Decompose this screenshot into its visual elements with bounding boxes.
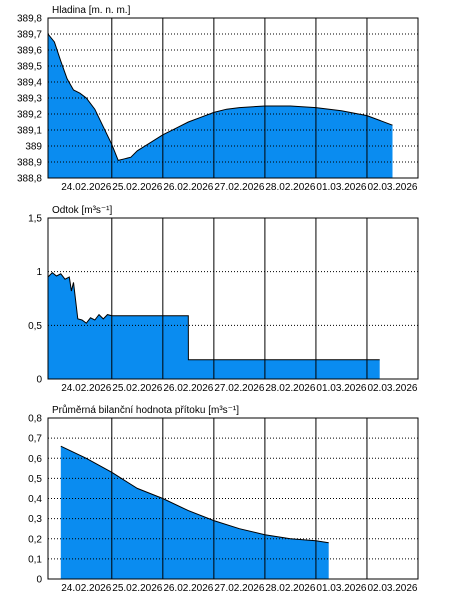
x-tick-label: 28.02.2026: [265, 383, 315, 394]
series-line: [47, 272, 380, 361]
plot-frame: [47, 17, 419, 179]
x-tick-label: 24.02.2026: [61, 383, 111, 394]
x-tick-label: 26.02.2026: [163, 583, 213, 594]
x-tick-label: 27.02.2026: [214, 383, 264, 394]
y-tick-label: 0,5: [28, 321, 42, 332]
y-tick-label: 389,4: [17, 78, 42, 89]
x-tick-label: 24.02.2026: [61, 182, 111, 193]
y-tick-label: 0: [36, 575, 42, 586]
y-tick-label: 389,6: [17, 46, 42, 57]
y-tick-label: 0: [36, 375, 42, 386]
x-tick-label: 28.02.2026: [265, 583, 315, 594]
y-tick-label: 1: [36, 267, 42, 278]
chart-title: Odtok [m³s⁻¹]: [52, 205, 113, 216]
y-tick-label: 388,9: [17, 158, 42, 169]
series-area: [60, 446, 329, 579]
y-tick-label: 0,3: [28, 514, 42, 525]
series-area: [48, 272, 380, 379]
y-tick-label: 389,8: [17, 14, 42, 25]
plot-frame: [47, 217, 419, 380]
y-tick-label: 0,6: [28, 454, 42, 465]
x-tick-label: 27.02.2026: [214, 583, 264, 594]
chart-title: Hladina [m. n. m.]: [52, 5, 131, 16]
x-tick-label: 01.03.2026: [316, 182, 366, 193]
x-tick-label: 02.03.2026: [367, 583, 417, 594]
x-tick-label: 28.02.2026: [265, 182, 315, 193]
y-tick-label: 389,1: [17, 126, 42, 137]
y-tick-label: 0,2: [28, 534, 42, 545]
y-tick-label: 0,4: [28, 494, 42, 505]
y-tick-label: 0,1: [28, 554, 42, 565]
x-tick-label: 24.02.2026: [61, 583, 111, 594]
x-tick-label: 26.02.2026: [163, 383, 213, 394]
chart-panel-1: Hladina [m. n. m.] 388,8 388,9 389 389,1 389,…: [17, 5, 419, 193]
y-tick-label: 0,7: [28, 434, 42, 445]
series-line: [47, 33, 393, 161]
x-tick-label: 25.02.2026: [112, 583, 162, 594]
y-tick-label: 0,5: [28, 474, 42, 485]
x-tick-label: 26.02.2026: [163, 182, 213, 193]
x-tick-label: 02.03.2026: [367, 383, 417, 394]
x-tick-label: 25.02.2026: [112, 383, 162, 394]
y-tick-label: 0,8: [28, 414, 42, 425]
chart-panel-2: Odtok [m³s⁻¹] 0 0,5 1 1,5 24.02.2026 25.02.202…: [28, 205, 419, 394]
plot-frame: [47, 417, 419, 580]
x-tick-label: 27.02.2026: [214, 182, 264, 193]
series-area: [48, 34, 393, 178]
chart-panel-3: Průměrná bilanční hodnota přítoku [m³s⁻¹…: [28, 404, 419, 594]
y-tick-label: 389,5: [17, 62, 42, 73]
y-tick-label: 389: [25, 142, 42, 153]
y-tick-label: 389,7: [17, 30, 42, 41]
x-tick-label: 25.02.2026: [112, 182, 162, 193]
chart-title: Průměrná bilanční hodnota přítoku [m³s⁻¹…: [52, 404, 239, 416]
y-tick-label: 388,8: [17, 174, 42, 185]
x-tick-label: 01.03.2026: [316, 583, 366, 594]
y-tick-label: 389,2: [17, 110, 42, 121]
y-tick-label: 389,3: [17, 94, 42, 105]
x-tick-label: 01.03.2026: [316, 383, 366, 394]
x-tick-label: 02.03.2026: [367, 182, 417, 193]
y-tick-label: 1,5: [28, 214, 42, 225]
